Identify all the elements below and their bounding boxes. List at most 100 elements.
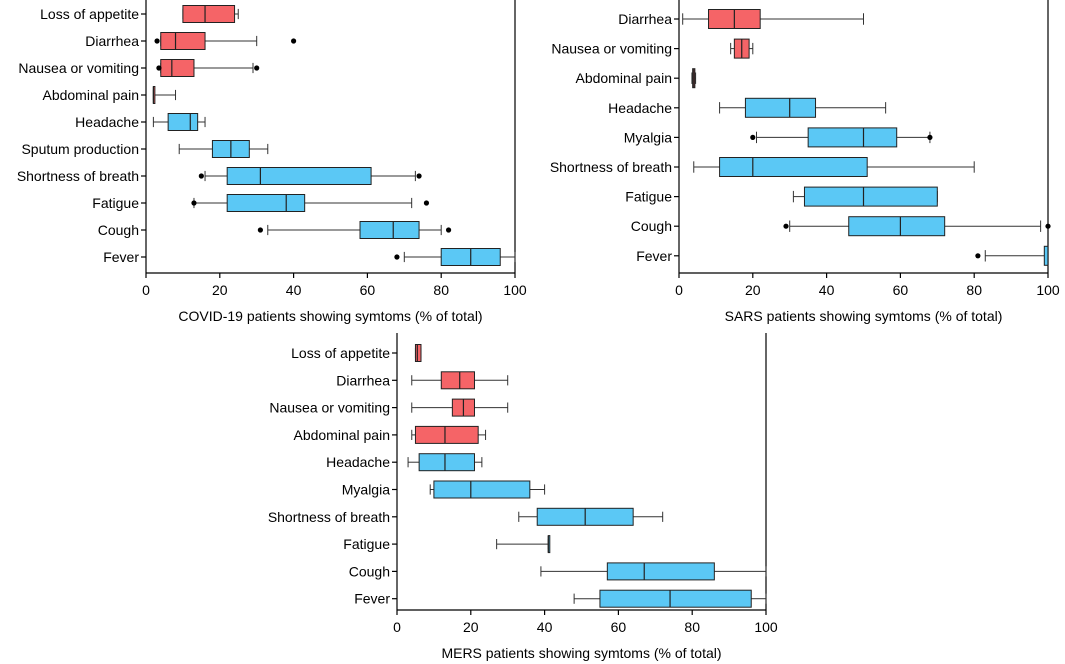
outlier-point bbox=[191, 200, 197, 206]
box-plot-diarrhea: Diarrhea bbox=[336, 371, 509, 390]
iqr-box bbox=[414, 344, 422, 362]
category-label: Abdominal pain bbox=[42, 87, 139, 103]
category-label: Shortness of breath bbox=[550, 159, 672, 175]
iqr-box bbox=[414, 425, 479, 444]
iqr-box bbox=[599, 589, 752, 608]
box-plot-headache: Headache bbox=[75, 113, 206, 131]
iqr-box bbox=[606, 562, 715, 581]
category-label: Headache bbox=[75, 114, 139, 130]
box-plot-sputum-production: Sputum production bbox=[21, 140, 269, 158]
x-tick-label: 80 bbox=[966, 282, 982, 298]
outlier-point bbox=[1045, 223, 1051, 229]
box-plot-shortness-of-breath: Shortness of breath bbox=[550, 157, 975, 177]
box-plot-abdominal-pain: Abdominal pain bbox=[293, 425, 487, 444]
box-plot-diarrhea: Diarrhea bbox=[618, 9, 864, 29]
x-tick-label: 80 bbox=[433, 282, 449, 298]
category-label: Myalgia bbox=[624, 129, 672, 145]
iqr-box bbox=[744, 97, 817, 118]
category-label: Shortness of breath bbox=[17, 168, 139, 184]
x-tick-label: 40 bbox=[286, 282, 302, 298]
box-plot-fatigue: Fatigue bbox=[92, 194, 430, 212]
outlier-point bbox=[927, 134, 933, 140]
outlier-point bbox=[783, 223, 789, 229]
category-label: Diarrhea bbox=[85, 33, 139, 49]
box-plot-headache: Headache bbox=[326, 453, 483, 472]
box-plot-shortness-of-breath: Shortness of breath bbox=[268, 507, 664, 526]
iqr-box bbox=[226, 194, 306, 212]
category-label: Cough bbox=[98, 222, 139, 238]
outlier-point bbox=[394, 254, 400, 260]
category-label: Cough bbox=[349, 563, 390, 579]
outlier-point bbox=[254, 65, 260, 71]
category-label: Sputum production bbox=[21, 141, 139, 157]
category-label: Fever bbox=[103, 249, 139, 265]
iqr-box bbox=[226, 167, 372, 185]
iqr-box bbox=[803, 186, 938, 207]
iqr-box bbox=[418, 453, 475, 472]
box-plot-fever: Fever bbox=[354, 589, 767, 608]
category-label: Fatigue bbox=[92, 195, 139, 211]
category-label: Abdominal pain bbox=[293, 427, 390, 443]
box-plot-cough: Cough bbox=[98, 221, 452, 239]
x-tick-label: 100 bbox=[1036, 282, 1060, 298]
category-label: Myalgia bbox=[342, 482, 390, 498]
box-plot-loss-of-appetite: Loss of appetite bbox=[40, 5, 239, 23]
chart-mers: 0 20 40 60 80 100 MERS patients showing symtom… bbox=[268, 333, 778, 661]
iqr-box bbox=[160, 32, 206, 50]
x-tick-label: 40 bbox=[537, 619, 553, 635]
category-label: Nausea or vomiting bbox=[269, 400, 390, 416]
category-label: Fatigue bbox=[343, 536, 390, 552]
category-label: Fever bbox=[354, 591, 390, 607]
outlier-point bbox=[291, 38, 297, 44]
box-plot-headache: Headache bbox=[608, 97, 887, 118]
chart-sars: 0 20 40 60 80 100 SARS patients showing symtom… bbox=[550, 0, 1060, 324]
box-plot-abdominal-pain: Abdominal pain bbox=[42, 86, 177, 104]
iqr-box bbox=[433, 480, 531, 499]
box-plot-abdominal-pain: Abdominal pain bbox=[575, 68, 697, 89]
iqr-box bbox=[848, 216, 946, 237]
outlier-point bbox=[445, 227, 452, 233]
category-label: Nausea or vomiting bbox=[18, 60, 139, 76]
box-plot-fatigue: Fatigue bbox=[625, 186, 938, 207]
category-label: Shortness of breath bbox=[268, 509, 390, 525]
category-label: Headache bbox=[326, 454, 390, 470]
outlier-point bbox=[198, 173, 204, 179]
iqr-box bbox=[440, 371, 475, 390]
x-tick-label: 100 bbox=[503, 282, 527, 298]
x-tick-label: 60 bbox=[611, 619, 627, 635]
box-plot-nausea-or-vomiting: Nausea or vomiting bbox=[551, 38, 754, 59]
chart-covid: 0 20 40 60 80 100 COVID-19 patients showing sy… bbox=[17, 0, 527, 324]
box-plot-fever: Fever bbox=[103, 248, 516, 266]
x-tick-label: 20 bbox=[212, 282, 228, 298]
category-label: Diarrhea bbox=[618, 11, 672, 27]
box-plot-fatigue: Fatigue bbox=[343, 535, 551, 554]
iqr-box bbox=[359, 221, 420, 239]
x-axis-title: SARS patients showing symtoms (% of tota… bbox=[725, 308, 1003, 324]
box-plot-nausea-or-vomiting: Nausea or vomiting bbox=[269, 398, 509, 417]
iqr-box bbox=[807, 127, 898, 148]
outlier-point bbox=[423, 200, 430, 206]
box-plot-loss-of-appetite: Loss of appetite bbox=[291, 344, 422, 362]
x-axis-title: MERS patients showing symtoms (% of tota… bbox=[441, 645, 721, 661]
iqr-box bbox=[167, 113, 199, 131]
x-tick-label: 60 bbox=[893, 282, 909, 298]
x-tick-label: 0 bbox=[393, 619, 401, 635]
iqr-box bbox=[182, 5, 236, 23]
box-plot-diarrhea: Diarrhea bbox=[85, 32, 297, 50]
category-label: Fever bbox=[636, 248, 672, 264]
box-plot-shortness-of-breath: Shortness of breath bbox=[17, 167, 422, 185]
iqr-box bbox=[719, 157, 868, 177]
x-axis-title: COVID-19 patients showing symtoms (% of … bbox=[178, 308, 482, 324]
x-tick-label: 0 bbox=[142, 282, 150, 298]
x-tick-label: 80 bbox=[684, 619, 700, 635]
x-tick-label: 20 bbox=[745, 282, 761, 298]
outlier-point bbox=[416, 173, 422, 179]
x-tick-label: 60 bbox=[360, 282, 376, 298]
category-label: Diarrhea bbox=[336, 372, 390, 388]
box-plot-cough: Cough bbox=[631, 216, 1051, 237]
x-tick-label: 100 bbox=[754, 619, 778, 635]
iqr-box bbox=[160, 59, 195, 77]
box-plot-myalgia: Myalgia bbox=[624, 127, 933, 148]
box-plot-myalgia: Myalgia bbox=[342, 480, 546, 499]
